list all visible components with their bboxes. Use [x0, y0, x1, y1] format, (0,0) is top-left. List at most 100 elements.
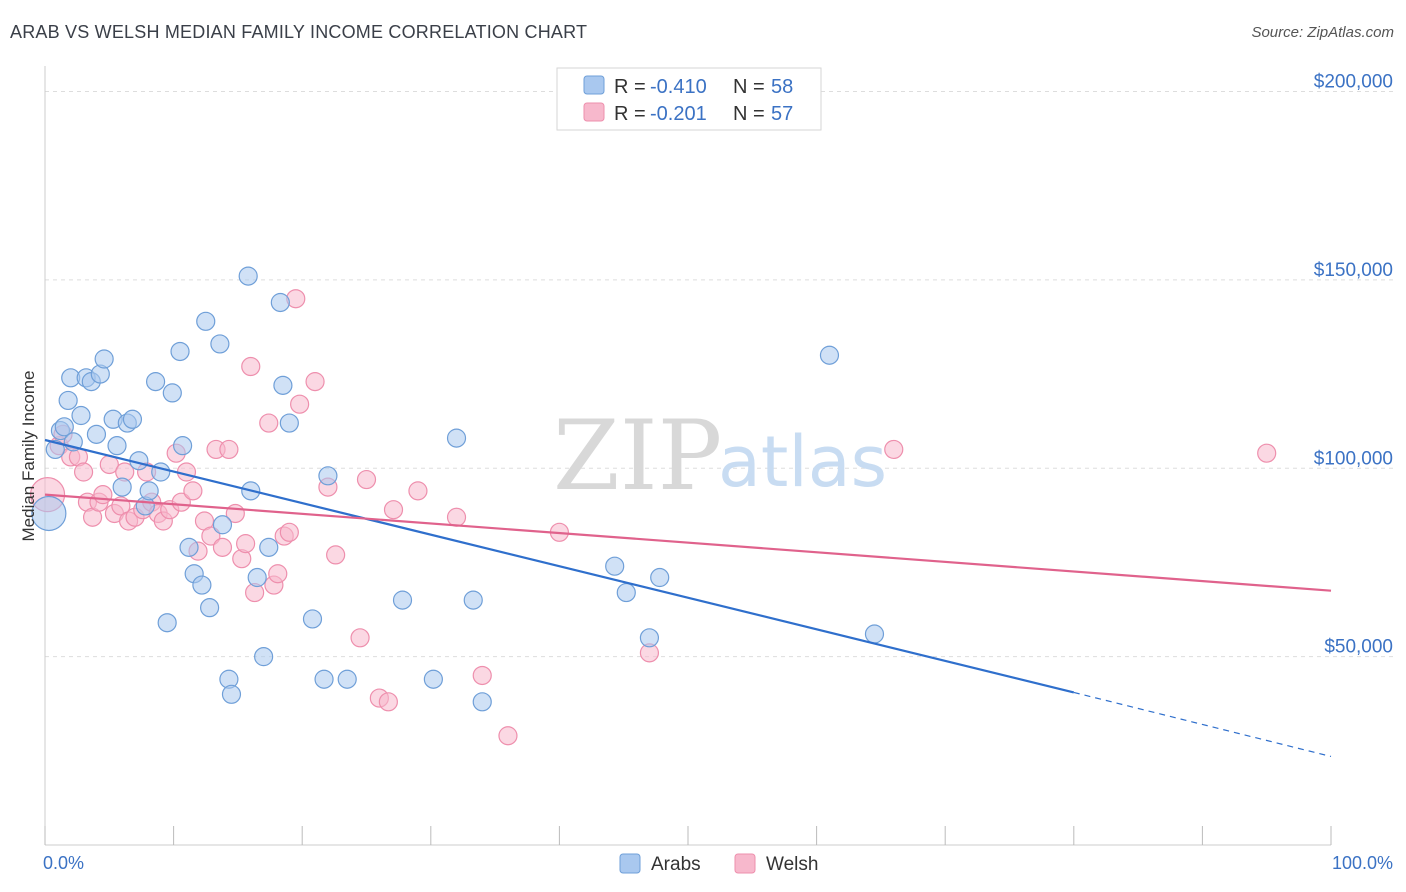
arabs-points: [31, 266, 885, 712]
y-tick-label: $50,000: [1324, 637, 1393, 658]
data-point: [71, 405, 91, 426]
y-axis-label: Median Family Income: [19, 370, 38, 541]
data-point: [378, 692, 398, 712]
bottom-legend-label-welsh: Welsh: [766, 854, 818, 875]
data-point: [219, 439, 239, 460]
legend-n-value-welsh: 57: [771, 103, 793, 125]
data-point: [139, 481, 159, 501]
data-point: [350, 628, 370, 648]
y-tick-labels: $50,000 $100,000 $150,000 $200,000: [1314, 72, 1393, 658]
bottom-legend-swatch-welsh: [734, 853, 756, 874]
data-point: [279, 522, 299, 542]
data-point: [221, 684, 242, 704]
trend-lines: [44, 438, 1332, 758]
data-point: [605, 556, 625, 576]
data-point: [463, 590, 483, 610]
data-point: [270, 292, 290, 313]
data-point: [259, 537, 279, 557]
data-point: [337, 669, 357, 689]
data-point: [58, 390, 78, 411]
data-point: [200, 598, 220, 618]
legend-r-label-welsh: R =: [614, 103, 646, 125]
data-point: [45, 439, 65, 460]
data-point: [819, 345, 840, 365]
legend-r-value-welsh: -0.201: [650, 103, 707, 125]
x-tick-marks: [44, 826, 1332, 845]
data-point: [210, 334, 230, 354]
trend-line-arabs: [44, 438, 1075, 694]
source-label: Source: ZipAtlas.com: [1251, 24, 1394, 41]
data-point: [122, 409, 143, 429]
data-point: [273, 375, 293, 395]
data-point: [498, 726, 518, 746]
legend-n-value-arabs: 58: [771, 76, 793, 98]
data-point: [171, 492, 191, 512]
data-point: [472, 665, 492, 686]
data-point: [236, 534, 256, 554]
data-point: [112, 477, 132, 497]
data-point: [383, 500, 404, 520]
data-point: [423, 669, 443, 689]
legend-r-label-arabs: R =: [614, 76, 646, 98]
data-point: [192, 575, 212, 595]
data-point: [326, 545, 346, 565]
data-point: [31, 495, 67, 532]
data-point: [446, 428, 467, 448]
data-point: [94, 349, 114, 369]
data-point: [268, 564, 288, 584]
legend-n-label-welsh: N =: [733, 103, 765, 125]
data-point: [238, 266, 258, 286]
data-point: [107, 436, 127, 456]
data-point: [408, 481, 428, 501]
data-point: [212, 515, 233, 535]
data-point: [254, 647, 274, 667]
data-point: [259, 413, 279, 433]
legend-swatch-arabs: [583, 75, 605, 95]
data-point: [392, 590, 413, 610]
data-point: [864, 624, 885, 644]
data-point: [170, 341, 190, 362]
bottom-legend-swatch-arabs: [619, 853, 641, 874]
data-point: [73, 462, 94, 482]
data-point: [446, 507, 467, 527]
chart-title: ARAB VS WELSH MEDIAN FAMILY INCOME CORRE…: [10, 22, 588, 42]
data-point: [201, 526, 221, 546]
data-point: [145, 372, 166, 392]
data-point: [173, 436, 193, 456]
trend-line-welsh: [44, 493, 1332, 592]
data-point: [176, 462, 197, 482]
data-point: [162, 383, 182, 403]
data-point: [86, 424, 107, 444]
data-point: [247, 567, 267, 588]
legend-r-value-arabs: -0.410: [650, 76, 707, 98]
data-point: [639, 628, 660, 648]
legend-box: R = -0.410 N = 58 R = -0.201 N = 57: [556, 67, 822, 131]
data-point: [212, 537, 233, 557]
data-point: [196, 311, 216, 331]
data-point: [472, 692, 492, 712]
legend-swatch-welsh: [583, 102, 605, 122]
data-point: [157, 613, 177, 633]
bottom-legend: Arabs Welsh: [619, 853, 818, 875]
data-point: [1257, 443, 1277, 463]
data-point: [279, 413, 299, 433]
watermark: ZIP atlas: [553, 400, 887, 512]
data-point: [616, 582, 636, 603]
data-point: [318, 466, 338, 486]
y-tick-label: $200,000: [1314, 72, 1393, 93]
data-point: [241, 356, 261, 377]
trend-line-arabs-extension: [1073, 691, 1332, 758]
data-point: [356, 469, 377, 490]
data-point: [290, 394, 310, 414]
data-point: [93, 485, 113, 505]
data-point: [302, 609, 323, 629]
watermark-zip: ZIP: [553, 400, 722, 512]
legend-n-label-arabs: N =: [733, 76, 765, 98]
watermark-atlas: atlas: [718, 421, 887, 503]
data-point: [54, 417, 74, 437]
y-tick-label: $150,000: [1314, 260, 1393, 281]
bottom-legend-label-arabs: Arabs: [651, 854, 701, 875]
x-tick-label-max: 100.0%: [1332, 853, 1393, 873]
data-point: [884, 439, 904, 460]
